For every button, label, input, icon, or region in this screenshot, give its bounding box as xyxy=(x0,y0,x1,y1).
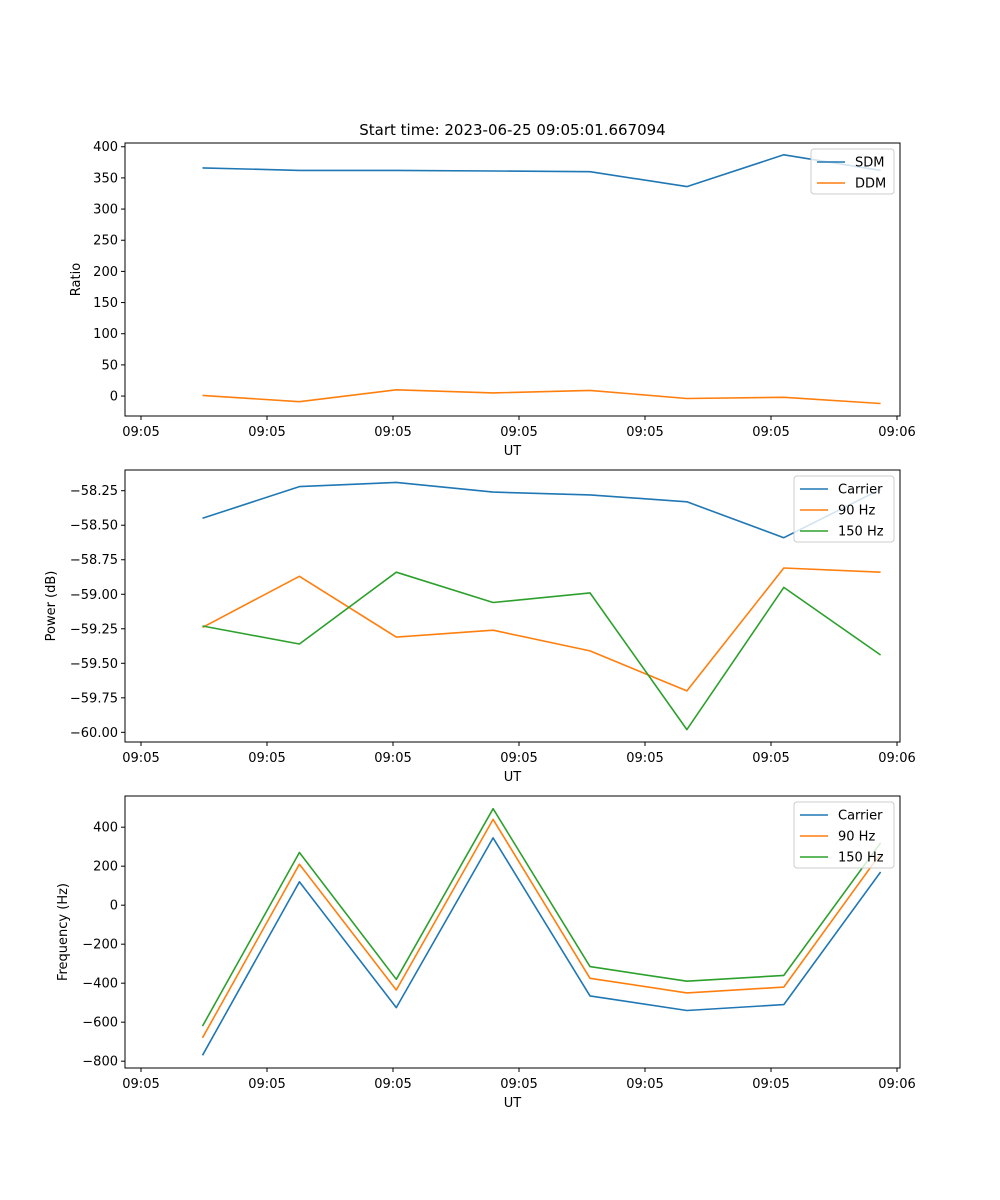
legend-label: SDM xyxy=(855,156,884,171)
x-tick-label: 09:05 xyxy=(248,751,285,766)
series-line-90-hz xyxy=(202,567,881,692)
y-tick-label: −59.25 xyxy=(70,622,118,637)
x-tick-label: 09:05 xyxy=(122,425,159,440)
x-tick-label: 09:05 xyxy=(122,1077,159,1092)
legend-box xyxy=(793,475,895,543)
x-tick-label: 09:05 xyxy=(500,751,537,766)
legend-label: 90 Hz xyxy=(838,830,875,845)
plot-frame xyxy=(124,469,901,743)
legend: Carrier 90 Hz 150 Hz xyxy=(793,801,895,869)
chart-panel-3: −800 −600 −400 −200 0 200 400 09:05 09:05 09:05 09… xyxy=(56,795,916,1111)
y-tick-label: 250 xyxy=(93,234,118,249)
series-line-carrier xyxy=(202,481,881,539)
chart-title: Start time: 2023-06-25 09:05:01.667094 xyxy=(359,121,665,139)
x-tick-label: 09:05 xyxy=(248,1077,285,1092)
chart-panel-2: −60.00 −59.75 −59.50 −59.25 −59.00 −58.75 −58.… xyxy=(44,469,916,785)
x-tick-label: 09:05 xyxy=(752,751,789,766)
y-axis-label: Ratio xyxy=(69,263,84,296)
y-tick-label: −59.50 xyxy=(70,657,118,672)
y-tick-label: 300 xyxy=(93,203,118,218)
y-tick-label: −60.00 xyxy=(70,726,118,741)
y-tick-label: −58.25 xyxy=(70,484,118,499)
y-tick-label: 150 xyxy=(93,296,118,311)
y-tick-label: −400 xyxy=(82,977,118,992)
legend-label: Carrier xyxy=(838,483,883,498)
y-tick-label: 400 xyxy=(93,140,118,155)
legend-label: 150 Hz xyxy=(838,851,884,866)
y-axis-label: Power (dB) xyxy=(44,571,59,642)
x-tick-label: 09:05 xyxy=(500,425,537,440)
x-tick-label: 09:05 xyxy=(374,751,411,766)
legend: SDM DDM xyxy=(810,148,895,195)
x-tick-label: 09:05 xyxy=(122,751,159,766)
series-line-ddm xyxy=(202,388,881,405)
x-tick-label: 09:05 xyxy=(626,1077,663,1092)
legend-label: Carrier xyxy=(838,809,883,824)
legend: Carrier 90 Hz 150 Hz xyxy=(793,475,895,543)
series-line-150-hz xyxy=(201,807,882,1027)
plot-frame xyxy=(124,142,901,417)
x-axis-label: UT xyxy=(504,1096,522,1111)
y-tick-label: −58.75 xyxy=(70,553,118,568)
legend-label: 90 Hz xyxy=(838,504,875,519)
x-tick-label: 09:05 xyxy=(626,751,663,766)
x-tick-label: 09:05 xyxy=(752,425,789,440)
x-tick-label: 09:05 xyxy=(500,1077,537,1092)
y-tick-label: 100 xyxy=(93,327,118,342)
legend-box xyxy=(793,801,895,869)
x-tick-label: 09:06 xyxy=(878,751,915,766)
y-tick-label: −59.00 xyxy=(70,588,118,603)
y-tick-label: 400 xyxy=(93,821,118,836)
series-line-90-hz xyxy=(201,818,882,1039)
x-tick-label: 09:05 xyxy=(248,425,285,440)
series-line-150-hz xyxy=(202,571,882,731)
y-tick-label: −800 xyxy=(82,1055,118,1070)
x-tick-label: 09:06 xyxy=(878,425,915,440)
plot-frame xyxy=(124,795,901,1069)
y-tick-label: 0 xyxy=(110,390,118,405)
y-tick-label: 0 xyxy=(110,899,118,914)
chart-panel-1: Start time: 2023-06-25 09:05:01.667094 0 5… xyxy=(69,121,916,459)
y-tick-label: 200 xyxy=(93,860,118,875)
y-tick-label: −58.50 xyxy=(70,519,118,534)
x-tick-label: 09:05 xyxy=(374,425,411,440)
x-tick-label: 09:05 xyxy=(374,1077,411,1092)
series-line-sdm xyxy=(202,154,881,188)
x-axis-label: UT xyxy=(504,770,522,785)
y-tick-label: 50 xyxy=(101,358,118,373)
y-tick-label: −600 xyxy=(82,1016,118,1031)
series-line-carrier xyxy=(201,837,882,1056)
y-tick-label: −200 xyxy=(82,938,118,953)
x-tick-label: 09:06 xyxy=(878,1077,915,1092)
x-tick-label: 09:05 xyxy=(752,1077,789,1092)
x-axis-label: UT xyxy=(504,444,522,459)
x-tick-label: 09:05 xyxy=(626,425,663,440)
legend-label: DDM xyxy=(855,177,886,192)
y-tick-label: −59.75 xyxy=(70,691,118,706)
y-tick-label: 200 xyxy=(93,265,118,280)
y-tick-label: 350 xyxy=(93,171,118,186)
y-axis-label: Frequency (Hz) xyxy=(56,883,71,981)
legend-label: 150 Hz xyxy=(838,525,884,540)
